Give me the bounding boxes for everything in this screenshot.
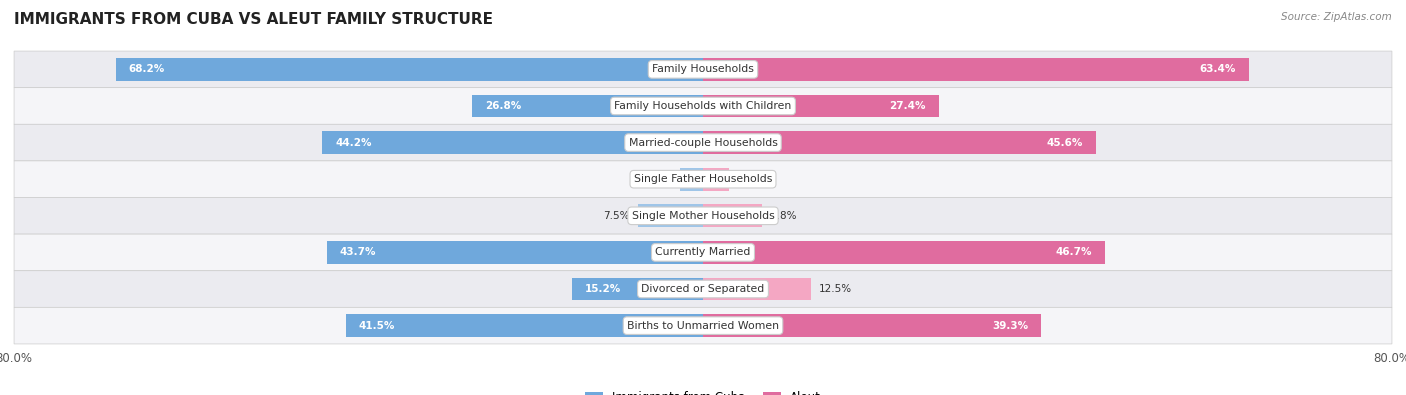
Text: 68.2%: 68.2% <box>128 64 165 74</box>
Text: 46.7%: 46.7% <box>1056 247 1092 258</box>
Text: Divorced or Separated: Divorced or Separated <box>641 284 765 294</box>
Text: 2.7%: 2.7% <box>644 174 671 184</box>
Text: Currently Married: Currently Married <box>655 247 751 258</box>
Text: 45.6%: 45.6% <box>1046 137 1083 148</box>
Bar <box>703 314 1042 337</box>
Bar <box>322 131 703 154</box>
Text: Births to Unmarried Women: Births to Unmarried Women <box>627 321 779 331</box>
FancyBboxPatch shape <box>14 198 1392 234</box>
FancyBboxPatch shape <box>14 124 1392 161</box>
Bar <box>638 205 703 227</box>
Text: 63.4%: 63.4% <box>1199 64 1236 74</box>
FancyBboxPatch shape <box>14 307 1392 344</box>
Bar <box>703 241 1105 264</box>
Bar <box>703 168 728 190</box>
Text: 3.0%: 3.0% <box>738 174 763 184</box>
Text: 26.8%: 26.8% <box>485 101 522 111</box>
Text: 43.7%: 43.7% <box>340 247 375 258</box>
Legend: Immigrants from Cuba, Aleut: Immigrants from Cuba, Aleut <box>581 387 825 395</box>
Text: 12.5%: 12.5% <box>820 284 852 294</box>
Bar <box>679 168 703 190</box>
Text: 7.5%: 7.5% <box>603 211 630 221</box>
Text: 39.3%: 39.3% <box>993 321 1029 331</box>
Text: 27.4%: 27.4% <box>890 101 927 111</box>
Text: Single Mother Households: Single Mother Households <box>631 211 775 221</box>
Bar <box>703 278 811 300</box>
Bar <box>326 241 703 264</box>
Bar <box>472 95 703 117</box>
FancyBboxPatch shape <box>14 51 1392 88</box>
Text: 15.2%: 15.2% <box>585 284 621 294</box>
Text: Family Households with Children: Family Households with Children <box>614 101 792 111</box>
Bar <box>346 314 703 337</box>
Text: Single Father Households: Single Father Households <box>634 174 772 184</box>
FancyBboxPatch shape <box>14 161 1392 198</box>
FancyBboxPatch shape <box>14 234 1392 271</box>
FancyBboxPatch shape <box>14 88 1392 124</box>
Text: Married-couple Households: Married-couple Households <box>628 137 778 148</box>
Text: 6.8%: 6.8% <box>770 211 797 221</box>
Text: IMMIGRANTS FROM CUBA VS ALEUT FAMILY STRUCTURE: IMMIGRANTS FROM CUBA VS ALEUT FAMILY STR… <box>14 12 494 27</box>
FancyBboxPatch shape <box>14 271 1392 307</box>
Bar <box>703 58 1249 81</box>
Text: Family Households: Family Households <box>652 64 754 74</box>
Text: Source: ZipAtlas.com: Source: ZipAtlas.com <box>1281 12 1392 22</box>
Bar <box>703 131 1095 154</box>
Bar <box>115 58 703 81</box>
Text: 41.5%: 41.5% <box>359 321 395 331</box>
Bar <box>703 205 762 227</box>
Text: 44.2%: 44.2% <box>335 137 371 148</box>
Bar <box>572 278 703 300</box>
Bar <box>703 95 939 117</box>
